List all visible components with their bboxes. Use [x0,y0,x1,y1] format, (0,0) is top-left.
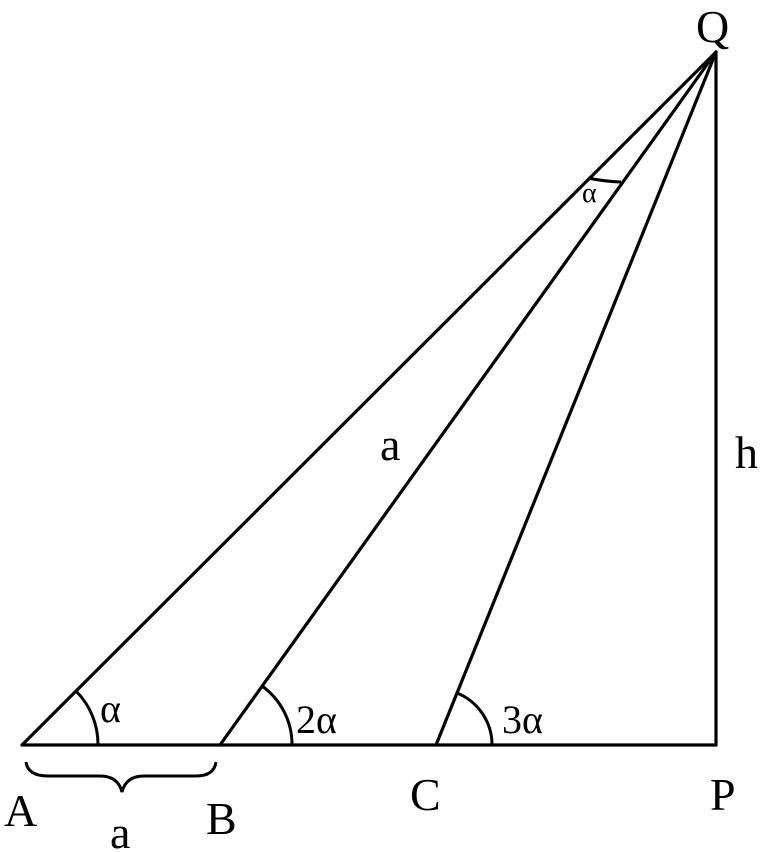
angle-arc-q [587,176,622,184]
point-label-c: C [410,769,441,820]
angle-arc-b [261,684,294,746]
point-label-a: A [4,785,37,836]
angle-label-a: α [100,686,121,731]
line-aq [20,50,718,747]
point-label-b: B [206,793,237,844]
brace-ab [24,761,218,793]
line-bq [218,50,718,747]
length-label-ab: a [110,807,130,852]
line-cq [434,50,718,747]
angle-arc-a [74,689,100,746]
length-label-bq: a [380,419,400,470]
angle-label-c: 3α [502,697,543,742]
point-label-p: P [710,769,736,820]
angle-arc-c [456,691,494,746]
angle-label-b: 2α [296,697,337,742]
point-label-q: Q [696,1,729,52]
angle-label-q: α [582,178,597,209]
length-label-h: h [735,427,758,478]
